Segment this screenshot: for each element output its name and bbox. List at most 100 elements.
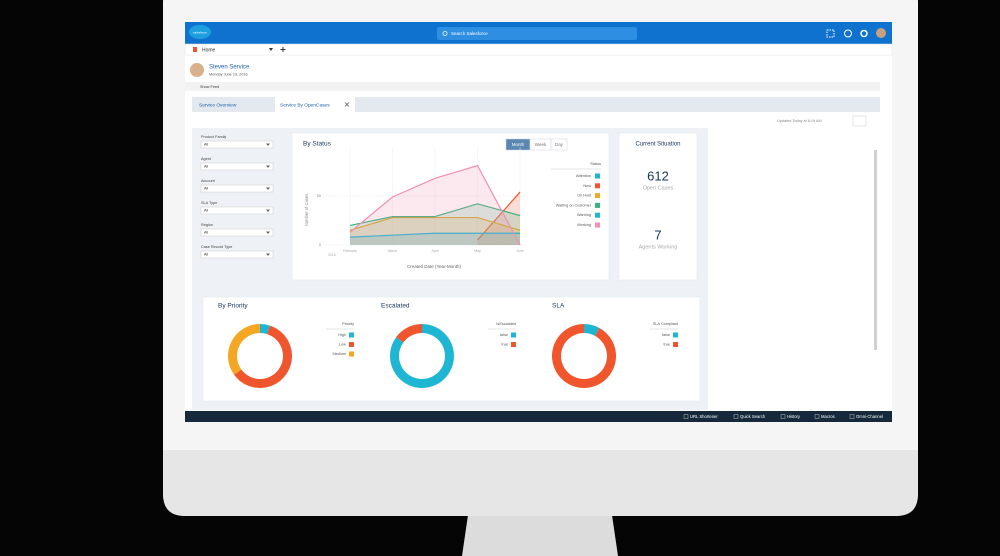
line	[349, 216, 521, 231]
scrollbar[interactable]	[874, 150, 877, 350]
utility-item[interactable]: History	[787, 414, 801, 419]
tab-bar	[192, 97, 880, 112]
feed-toggle[interactable]: Show Feed	[200, 85, 219, 89]
filter-value[interactable]: All	[204, 187, 208, 191]
filter-select[interactable]	[200, 228, 274, 237]
nav-dropdown[interactable]	[269, 48, 273, 51]
select-arrow	[266, 143, 270, 146]
legend-swatch	[349, 351, 354, 357]
line	[349, 232, 520, 238]
legend-swatch	[511, 332, 516, 338]
filter-select[interactable]	[200, 162, 274, 171]
updated-note: Updated Today at 6:19 AM	[777, 119, 822, 123]
filter-label: Account	[201, 179, 216, 183]
legend-label: true	[501, 343, 508, 347]
tab[interactable]: Service Overview	[199, 102, 237, 108]
donut-slice	[260, 324, 270, 335]
legend-swatch	[511, 342, 516, 347]
x-tick-label: June	[516, 249, 524, 253]
legend-swatch	[595, 212, 600, 218]
legend-swatch	[595, 173, 600, 179]
legend-label: Working	[577, 223, 591, 227]
utility-item[interactable]: Macros	[821, 414, 835, 419]
line	[349, 203, 521, 226]
legend-label: Attention	[576, 174, 591, 178]
area	[350, 233, 520, 245]
filter-select[interactable]	[200, 184, 274, 193]
legend-label: On Hold	[577, 194, 591, 198]
legend-label: Low	[339, 343, 346, 347]
feed-bar	[185, 82, 880, 91]
filter-label: Region	[201, 223, 213, 227]
legend-label: Waiting on Customer	[556, 203, 592, 207]
legend-swatch	[673, 332, 678, 338]
line	[477, 191, 521, 241]
status-card	[291, 132, 610, 281]
open-button[interactable]	[852, 115, 867, 127]
donut-title: By Priority	[218, 303, 248, 310]
utility-icon	[780, 414, 786, 419]
close-tab[interactable]	[344, 102, 350, 107]
help-icon[interactable]	[844, 29, 852, 38]
logo[interactable]	[189, 25, 211, 39]
period-button-label[interactable]: Month	[512, 142, 525, 147]
filter-label: Product Family	[201, 135, 226, 139]
filter-label: SLA Type	[201, 201, 217, 205]
search-placeholder[interactable]: Search Salesforce	[451, 31, 488, 36]
filter-value[interactable]: All	[204, 143, 208, 147]
header-icons	[826, 28, 886, 38]
line	[349, 164, 521, 246]
monitor-chin	[163, 450, 918, 516]
nav-bar	[184, 43, 893, 56]
filter-select[interactable]	[200, 140, 274, 149]
tab[interactable]: Service By OpenCases	[280, 102, 330, 108]
legend-title: Status	[590, 162, 601, 166]
select-arrow	[266, 165, 270, 168]
filter-value[interactable]: All	[204, 209, 208, 213]
search-icon	[442, 31, 448, 36]
legend-swatch	[595, 222, 600, 228]
legend-title: SLA Compliant	[653, 322, 679, 326]
filter-value[interactable]: All	[204, 231, 208, 235]
utility-bar	[185, 411, 892, 422]
filter-select[interactable]	[200, 206, 274, 215]
logo-text: salesforce	[193, 30, 207, 34]
utility-icon	[814, 414, 820, 419]
legend-swatch	[349, 342, 354, 347]
x-axis-title: Created Date (Year-Month)	[407, 264, 462, 269]
user-avatar[interactable]	[876, 28, 886, 38]
legend-title: IsEscalated	[496, 322, 516, 326]
period-button[interactable]	[550, 138, 568, 151]
utility-item[interactable]: URL Shortener	[690, 414, 718, 419]
app-launcher-icon[interactable]	[826, 29, 835, 38]
select-arrow	[266, 209, 270, 212]
search-box[interactable]	[437, 27, 637, 40]
legend-swatch	[595, 193, 600, 199]
filter-value[interactable]: All	[204, 165, 208, 169]
y-axis-title: Number of Cases	[304, 194, 309, 227]
filter-select[interactable]	[200, 250, 274, 259]
legend-label: false	[662, 333, 670, 337]
y-tick-label: 50	[317, 194, 321, 198]
period-button-label[interactable]: Day	[555, 142, 564, 147]
profile-name[interactable]: Steven Service	[209, 65, 250, 71]
legend-swatch	[595, 202, 600, 208]
utility-item[interactable]: Omni-Channel	[856, 414, 883, 419]
utility-icon	[849, 414, 855, 419]
utility-item[interactable]: Quick Search	[740, 414, 766, 419]
x-tick-label: April	[431, 249, 438, 253]
legend-label: Medium	[332, 352, 346, 356]
nav-tab[interactable]: Home	[202, 47, 216, 53]
period-button-label[interactable]: Week	[535, 142, 547, 147]
legend-swatch	[349, 332, 354, 338]
x-tick-label: February	[343, 249, 357, 253]
settings-icon[interactable]	[860, 29, 868, 38]
donut-slice	[396, 324, 422, 343]
card-title: Current Situation	[635, 142, 680, 148]
select-arrow	[266, 231, 270, 234]
area	[350, 165, 520, 245]
add-tab[interactable]	[280, 47, 286, 52]
filter-value[interactable]: All	[204, 253, 208, 257]
donut-title: Escalated	[381, 303, 410, 310]
